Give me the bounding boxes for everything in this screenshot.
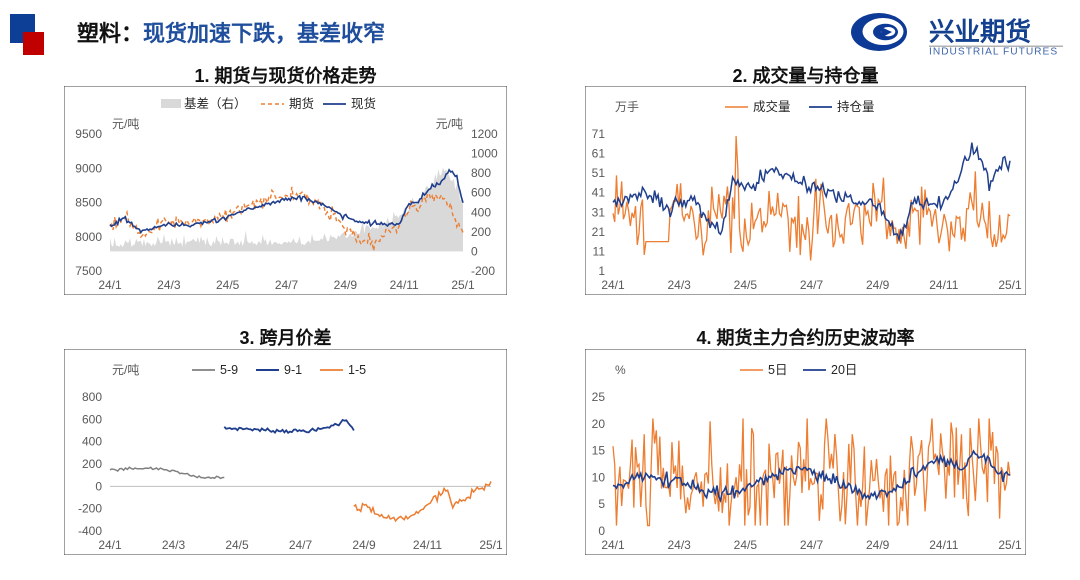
svg-text:20: 20 (592, 417, 606, 431)
svg-text:24/9: 24/9 (866, 538, 890, 552)
svg-text:25/1: 25/1 (479, 538, 503, 552)
svg-text:41: 41 (592, 186, 606, 200)
svg-text:24/5: 24/5 (225, 538, 249, 552)
svg-text:61: 61 (592, 147, 606, 161)
svg-text:1000: 1000 (471, 147, 498, 161)
svg-text:31: 31 (592, 205, 606, 219)
svg-text:24/7: 24/7 (800, 538, 824, 552)
svg-text:8000: 8000 (75, 230, 102, 244)
svg-text:24/1: 24/1 (98, 538, 122, 552)
svg-text:24/5: 24/5 (216, 278, 240, 292)
svg-text:24/11: 24/11 (929, 278, 958, 292)
svg-text:600: 600 (82, 412, 102, 426)
svg-text:24/7: 24/7 (275, 278, 299, 292)
svg-text:5: 5 (598, 497, 605, 511)
svg-text:成交量: 成交量 (753, 99, 791, 114)
svg-text:7500: 7500 (75, 264, 102, 278)
svg-text:0: 0 (471, 244, 478, 258)
svg-text:15: 15 (592, 444, 606, 458)
svg-text:24/9: 24/9 (866, 278, 890, 292)
svg-text:INDUSTRIAL FUTURES: INDUSTRIAL FUTURES (929, 47, 1058, 58)
svg-text:元/吨: 元/吨 (112, 363, 139, 377)
svg-text:51: 51 (592, 166, 606, 180)
svg-text:24/1: 24/1 (601, 278, 625, 292)
svg-text:24/11: 24/11 (413, 538, 442, 552)
svg-text:9-1: 9-1 (284, 363, 302, 377)
svg-text:24/9: 24/9 (352, 538, 376, 552)
svg-text:元/吨: 元/吨 (112, 117, 139, 131)
svg-text:400: 400 (471, 205, 491, 219)
svg-text:9000: 9000 (75, 161, 102, 175)
svg-text:现货: 现货 (351, 96, 376, 111)
svg-text:24/7: 24/7 (800, 278, 824, 292)
svg-text:400: 400 (82, 435, 102, 449)
svg-text:24/3: 24/3 (667, 278, 691, 292)
svg-text:25/1: 25/1 (451, 278, 475, 292)
svg-text:1-5: 1-5 (348, 363, 366, 377)
svg-text:0: 0 (598, 524, 605, 538)
svg-text:200: 200 (82, 457, 102, 471)
svg-text:-200: -200 (471, 264, 495, 278)
svg-text:-200: -200 (78, 502, 102, 516)
svg-text:24/3: 24/3 (667, 538, 691, 552)
svg-text:24/11: 24/11 (390, 278, 419, 292)
svg-text:24/5: 24/5 (734, 538, 758, 552)
svg-text:0: 0 (95, 479, 102, 493)
svg-text:25/1: 25/1 (998, 278, 1022, 292)
svg-text:24/1: 24/1 (601, 538, 625, 552)
svg-text:25/1: 25/1 (998, 538, 1022, 552)
svg-text:1: 1 (598, 264, 605, 278)
svg-text:800: 800 (82, 390, 102, 404)
svg-text:24/9: 24/9 (334, 278, 358, 292)
svg-text:5日: 5日 (768, 363, 787, 377)
svg-text:9500: 9500 (75, 127, 102, 141)
svg-text:600: 600 (471, 186, 491, 200)
svg-text:24/3: 24/3 (157, 278, 181, 292)
svg-text:8500: 8500 (75, 196, 102, 210)
svg-text:200: 200 (471, 225, 491, 239)
svg-text:万手: 万手 (615, 100, 639, 114)
svg-text:24/7: 24/7 (289, 538, 313, 552)
svg-text:24/3: 24/3 (162, 538, 186, 552)
svg-text:期货: 期货 (289, 96, 314, 111)
svg-text:25: 25 (592, 390, 606, 404)
svg-text:800: 800 (471, 166, 491, 180)
svg-text:元/吨: 元/吨 (436, 117, 463, 131)
svg-text:5-9: 5-9 (220, 363, 238, 377)
svg-text:10: 10 (592, 470, 606, 484)
svg-text:兴业期货: 兴业期货 (929, 18, 1031, 47)
svg-text:71: 71 (592, 127, 606, 141)
svg-text:20日: 20日 (831, 363, 857, 377)
svg-text:%: % (615, 363, 626, 377)
svg-text:24/1: 24/1 (98, 278, 122, 292)
svg-text:1200: 1200 (471, 127, 498, 141)
svg-text:持仓量: 持仓量 (837, 99, 875, 114)
svg-text:基差（右）: 基差（右） (184, 96, 247, 111)
svg-text:24/5: 24/5 (734, 278, 758, 292)
svg-text:-400: -400 (78, 524, 102, 538)
svg-text:21: 21 (592, 225, 606, 239)
svg-text:11: 11 (593, 244, 606, 258)
svg-text:24/11: 24/11 (929, 538, 958, 552)
